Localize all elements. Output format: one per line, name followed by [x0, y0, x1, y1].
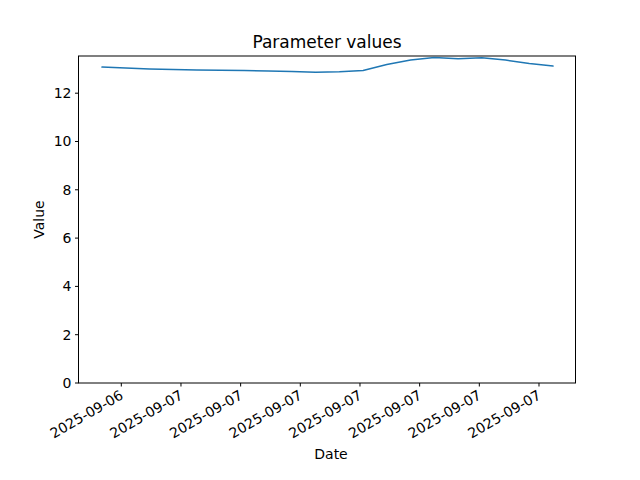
- y-tick-label: 12: [54, 85, 72, 101]
- y-tick-label: 4: [63, 278, 72, 294]
- x-axis-label: Date: [314, 446, 347, 462]
- matplotlib-figure: Parameter values Value Date 024681012202…: [0, 0, 640, 480]
- y-tick-label: 8: [63, 182, 72, 198]
- y-tick-label: 2: [63, 327, 72, 343]
- chart-title: Parameter values: [252, 32, 401, 52]
- axis-ticks: 0246810122025-09-062025-09-072025-09-072…: [47, 85, 543, 441]
- data-series: [102, 57, 553, 72]
- y-tick-label: 0: [63, 375, 72, 391]
- y-tick-label: 6: [63, 230, 72, 246]
- line-chart: Parameter values Value Date 024681012202…: [0, 0, 640, 480]
- plot-area: [79, 56, 576, 383]
- y-axis-label: Value: [31, 200, 47, 238]
- series-line: [102, 57, 553, 72]
- y-tick-label: 10: [54, 133, 72, 149]
